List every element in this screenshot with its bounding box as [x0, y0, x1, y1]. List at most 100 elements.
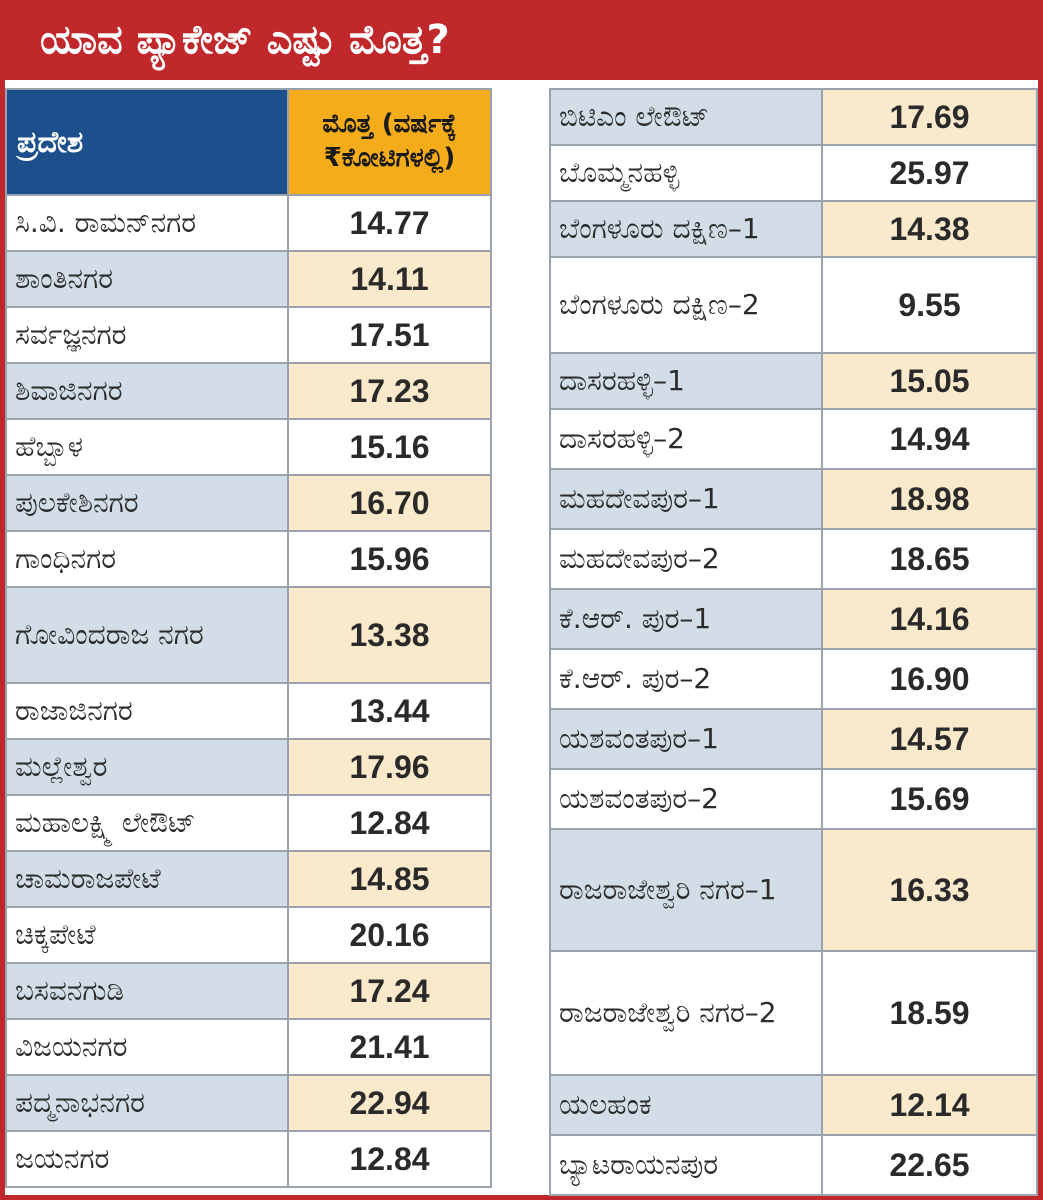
table-row: ಸಿ.ವಿ. ರಾಮನ್‌ನಗರ 14.77: [5, 194, 492, 252]
left-table-column: ಪ್ರದೇಶ ಮೊತ್ತ (ವರ್ಷಕ್ಕೆ ₹ಕೋಟಿಗಳಲ್ಲಿ) ಸಿ.ವ…: [5, 88, 492, 1188]
table-row: ಕೆ.ಆರ್. ಪುರ–1 14.16: [549, 588, 1038, 650]
table-row: ಸರ್ವಜ್ಞನಗರ 17.51: [5, 306, 492, 364]
region-cell: ಮಹಾಲಕ್ಷ್ಮಿ ಲೇಔಟ್: [5, 794, 289, 852]
value-cell: 14.77: [287, 194, 492, 252]
value-cell: 12.84: [287, 1130, 492, 1188]
value-cell: 25.97: [821, 144, 1038, 202]
table-row: ಯಶವಂತಪುರ–1 14.57: [549, 708, 1038, 770]
table-row: ಕೆ.ಆರ್. ಪುರ–2 16.90: [549, 648, 1038, 710]
region-cell: ಮಹದೇವಪುರ–1: [549, 468, 823, 530]
value-cell: 20.16: [287, 906, 492, 964]
table-row: ಬ್ಯಾಟರಾಯನಪುರ 22.65: [549, 1134, 1038, 1196]
header-value-line1: ಮೊತ್ತ (ವರ್ಷಕ್ಕೆ: [322, 109, 457, 140]
region-cell: ಮಲ್ಲೇಶ್ವರ: [5, 738, 289, 796]
region-cell: ಪುಲಕೇಶಿನಗರ: [5, 474, 289, 532]
value-cell: 13.38: [287, 586, 492, 684]
region-cell: ರಾಜಾಜಿನಗರ: [5, 682, 289, 740]
header-value-line2: ₹ಕೋಟಿಗಳಲ್ಲಿ): [323, 143, 456, 173]
region-cell: ಗಾಂಧಿನಗರ: [5, 530, 289, 588]
region-cell: ಹೆಬ್ಬಾಳ: [5, 418, 289, 476]
value-cell: 15.69: [821, 768, 1038, 830]
right-table: ಬಿಟಿಎಂ ಲೇಔಟ್ 17.69 ಬೊಮ್ಮನಹಳ್ಳಿ 25.97 ಬೆಂಗಳೂರ…: [549, 88, 1038, 1196]
table-row: ಗೋವಿಂದರಾಜ ನಗರ 13.38: [5, 586, 492, 684]
value-cell: 17.23: [287, 362, 492, 420]
table-row: ಜಯನಗರ 12.84: [5, 1130, 492, 1188]
region-cell: ರಾಜರಾಜೇಶ್ವರಿ ನಗರ–2: [549, 950, 823, 1076]
region-cell: ಗೋವಿಂದರಾಜ ನಗರ: [5, 586, 289, 684]
value-cell: 9.55: [821, 256, 1038, 354]
value-cell: 12.84: [287, 794, 492, 852]
region-cell: ಮಹದೇವಪುರ–2: [549, 528, 823, 590]
value-cell: 16.90: [821, 648, 1038, 710]
table-row: ಬೊಮ್ಮನಹಳ್ಳಿ 25.97: [549, 144, 1038, 202]
table-row: ಯಲಹಂಕ 12.14: [549, 1074, 1038, 1136]
table-row: ವಿಜಯನಗರ 21.41: [5, 1018, 492, 1076]
table-row: ಚಾಮರಾಜಪೇಟೆ 14.85: [5, 850, 492, 908]
value-cell: 15.05: [821, 352, 1038, 410]
table-row: ದಾಸರಹಳ್ಳಿ–1 15.05: [549, 352, 1038, 410]
region-cell: ಬೊಮ್ಮನಹಳ್ಳಿ: [549, 144, 823, 202]
value-cell: 14.85: [287, 850, 492, 908]
value-cell: 18.65: [821, 528, 1038, 590]
value-cell: 15.96: [287, 530, 492, 588]
region-cell: ಯಶವಂತಪುರ–2: [549, 768, 823, 830]
region-cell: ಸರ್ವಜ್ಞನಗರ: [5, 306, 289, 364]
value-cell: 18.59: [821, 950, 1038, 1076]
header-region: ಪ್ರದೇಶ: [5, 88, 289, 196]
title-text: ಯಾವ ಪ್ಯಾಕೇಜ್ ಎಷ್ಟು ಮೊತ್ತ?: [40, 17, 450, 63]
table-row: ರಾಜರಾಜೇಶ್ವರಿ ನಗರ–1 16.33: [549, 828, 1038, 952]
region-cell: ಬೆಂಗಳೂರು ದಕ್ಷಿಣ–1: [549, 200, 823, 258]
left-table-body: ಸಿ.ವಿ. ರಾಮನ್‌ನಗರ 14.77 ಶಾಂತಿನಗರ 14.11 ಸರ್ವಜ್…: [5, 194, 492, 1188]
region-cell: ಪದ್ಮನಾಭನಗರ: [5, 1074, 289, 1132]
value-cell: 15.16: [287, 418, 492, 476]
region-cell: ಬ್ಯಾಟರಾಯನಪುರ: [549, 1134, 823, 1196]
region-cell: ಸಿ.ವಿ. ರಾಮನ್‌ನಗರ: [5, 194, 289, 252]
table-row: ಶಿವಾಜಿನಗರ 17.23: [5, 362, 492, 420]
region-cell: ರಾಜರಾಜೇಶ್ವರಿ ನಗರ–1: [549, 828, 823, 952]
region-cell: ಶಿವಾಜಿನಗರ: [5, 362, 289, 420]
region-cell: ಚಾಮರಾಜಪೇಟೆ: [5, 850, 289, 908]
value-cell: 16.70: [287, 474, 492, 532]
value-cell: 18.98: [821, 468, 1038, 530]
region-cell: ದಾಸರಹಳ್ಳಿ–1: [549, 352, 823, 410]
value-cell: 17.24: [287, 962, 492, 1020]
table-row: ರಾಜಾಜಿನಗರ 13.44: [5, 682, 492, 740]
header-value: ಮೊತ್ತ (ವರ್ಷಕ್ಕೆ ₹ಕೋಟಿಗಳಲ್ಲಿ): [287, 88, 492, 196]
region-cell: ಬೆಂಗಳೂರು ದಕ್ಷಿಣ–2: [549, 256, 823, 354]
table-row: ಶಾಂತಿನಗರ 14.11: [5, 250, 492, 308]
table-row: ಹೆಬ್ಬಾಳ 15.16: [5, 418, 492, 476]
table-row: ಬೆಂಗಳೂರು ದಕ್ಷಿಣ–1 14.38: [549, 200, 1038, 258]
table-row: ಬಸವನಗುಡಿ 17.24: [5, 962, 492, 1020]
value-cell: 22.94: [287, 1074, 492, 1132]
region-cell: ಕೆ.ಆರ್. ಪುರ–2: [549, 648, 823, 710]
region-cell: ಕೆ.ಆರ್. ಪುರ–1: [549, 588, 823, 650]
value-cell: 14.94: [821, 408, 1038, 470]
value-cell: 17.96: [287, 738, 492, 796]
value-cell: 22.65: [821, 1134, 1038, 1196]
table-row: ಮಹದೇವಪುರ–2 18.65: [549, 528, 1038, 590]
table-row: ಮಲ್ಲೇಶ್ವರ 17.96: [5, 738, 492, 796]
value-cell: 16.33: [821, 828, 1038, 952]
value-cell: 13.44: [287, 682, 492, 740]
region-cell: ಚಿಕ್ಕಪೇಟೆ: [5, 906, 289, 964]
table-row: ಗಾಂಧಿನಗರ 15.96: [5, 530, 492, 588]
table-row: ದಾಸರಹಳ್ಳಿ–2 14.94: [549, 408, 1038, 470]
header-row: ಪ್ರದೇಶ ಮೊತ್ತ (ವರ್ಷಕ್ಕೆ ₹ಕೋಟಿಗಳಲ್ಲಿ): [5, 88, 492, 196]
table-title: ಯಾವ ಪ್ಯಾಕೇಜ್ ಎಷ್ಟು ಮೊತ್ತ?: [0, 0, 1043, 80]
region-cell: ದಾಸರಹಳ್ಳಿ–2: [549, 408, 823, 470]
region-cell: ಯಲಹಂಕ: [549, 1074, 823, 1136]
region-cell: ಜಯನಗರ: [5, 1130, 289, 1188]
table-row: ಯಶವಂತಪುರ–2 15.69: [549, 768, 1038, 830]
table-row: ಚಿಕ್ಕಪೇಟೆ 20.16: [5, 906, 492, 964]
region-cell: ಯಶವಂತಪುರ–1: [549, 708, 823, 770]
value-cell: 14.16: [821, 588, 1038, 650]
table-row: ಬೆಂಗಳೂರು ದಕ್ಷಿಣ–2 9.55: [549, 256, 1038, 354]
header-region-label: ಪ್ರದೇಶ: [17, 124, 84, 160]
table-row: ಪದ್ಮನಾಭನಗರ 22.94: [5, 1074, 492, 1132]
value-cell: 14.11: [287, 250, 492, 308]
left-table: ಪ್ರದೇಶ ಮೊತ್ತ (ವರ್ಷಕ್ಕೆ ₹ಕೋಟಿಗಳಲ್ಲಿ) ಸಿ.ವ…: [5, 88, 492, 1188]
table-row: ಪುಲಕೇಶಿನಗರ 16.70: [5, 474, 492, 532]
value-cell: 14.57: [821, 708, 1038, 770]
region-cell: ಶಾಂತಿನಗರ: [5, 250, 289, 308]
right-table-column: ಬಿಟಿಎಂ ಲೇಔಟ್ 17.69 ಬೊಮ್ಮನಹಳ್ಳಿ 25.97 ಬೆಂಗಳೂರ…: [549, 88, 1038, 1196]
